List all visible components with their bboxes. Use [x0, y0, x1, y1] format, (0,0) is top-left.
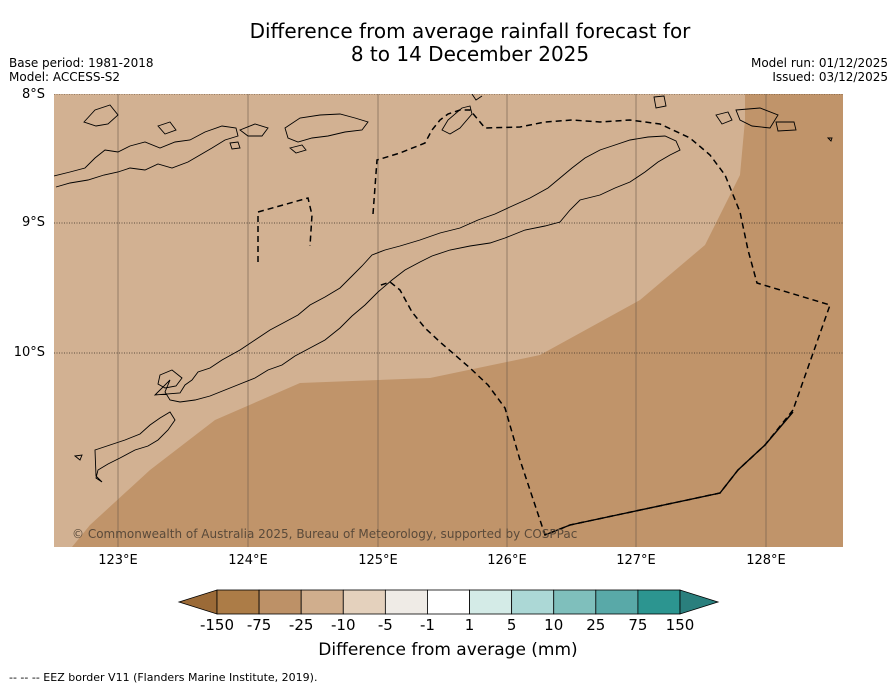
colorbar-segment: [553, 589, 597, 615]
lat-label-10s: 10°S: [13, 345, 45, 360]
colorbar-tick-label: 75: [628, 616, 648, 634]
colorbar-segment: [300, 589, 344, 615]
lon-label-128e: 128°E: [746, 553, 786, 568]
model-name: Model: ACCESS-S2: [9, 70, 121, 84]
lon-label-124e: 124°E: [228, 553, 268, 568]
colorbar-extend-high: [679, 589, 720, 615]
timor-coastline: [153, 135, 681, 403]
lon-label-125e: 125°E: [358, 553, 398, 568]
anomaly-region-dark: [72, 94, 843, 547]
copyright-text: © Commonwealth of Australia 2025, Bureau…: [72, 527, 578, 541]
eez-footnote: -- -- -- EEZ border V11 (Flanders Marine…: [9, 671, 318, 684]
eez-solid-segment: [544, 411, 794, 536]
colorbar-segment: [469, 589, 513, 615]
colorbar-segment: [427, 589, 470, 615]
colorbar-segment: [216, 589, 260, 615]
model-run: Model run: 01/12/2025: [750, 56, 888, 70]
colorbar-extend-low: [177, 589, 218, 615]
colorbar-tick-label: -150: [199, 616, 235, 634]
lat-label-9s: 9°S: [21, 215, 45, 230]
southwest-islands: [73, 369, 183, 483]
colorbar: [177, 589, 720, 615]
colorbar-tick-label: -10: [331, 616, 356, 634]
map-title: Difference from average rainfall forecas…: [170, 20, 770, 66]
meta-left: Base period: 1981-2018 Model: ACCESS-S2: [9, 56, 154, 84]
flores-coastline: [54, 125, 239, 188]
colorbar-tick-label: -75: [246, 616, 272, 634]
colorbar-segment: [258, 589, 302, 615]
issued-date: Issued: 03/12/2025: [772, 70, 888, 84]
lat-label-8s: 8°S: [21, 87, 45, 102]
colorbar-tick-label: 5: [506, 616, 517, 634]
lon-label-127e: 127°E: [616, 553, 656, 568]
colorbar-title: Difference from average (mm): [318, 640, 578, 660]
title-line-1: Difference from average rainfall forecas…: [249, 19, 691, 43]
colorbar-tick-label: 1: [464, 616, 475, 634]
colorbar-tick-label: -25: [288, 616, 314, 634]
colorbar-segment: [342, 589, 386, 615]
wetar-coastline: [284, 113, 369, 143]
colorbar-segment: [384, 589, 428, 615]
colorbar-segment: [637, 589, 681, 615]
lon-label-126e: 126°E: [487, 553, 527, 568]
colorbar-tick-label: -1: [419, 616, 435, 634]
latitude-lines: [54, 94, 843, 354]
base-period: Base period: 1981-2018: [9, 56, 154, 70]
colorbar-tick-label: 10: [544, 616, 564, 634]
colorbar-tick-label: -5: [377, 616, 393, 634]
lon-label-123e: 123°E: [98, 553, 138, 568]
graticule: [117, 94, 767, 547]
alor-coastline: [441, 94, 483, 135]
colorbar-segment: [511, 589, 555, 615]
colorbar-segment: [595, 589, 639, 615]
title-line-2: 8 to 14 December 2025: [350, 42, 590, 66]
meta-right: Model run: 01/12/2025 Issued: 03/12/2025: [751, 56, 888, 84]
colorbar-tick-label: 150: [665, 616, 695, 634]
colorbar-tick-label: 25: [586, 616, 606, 634]
small-islands-north: [83, 95, 833, 154]
